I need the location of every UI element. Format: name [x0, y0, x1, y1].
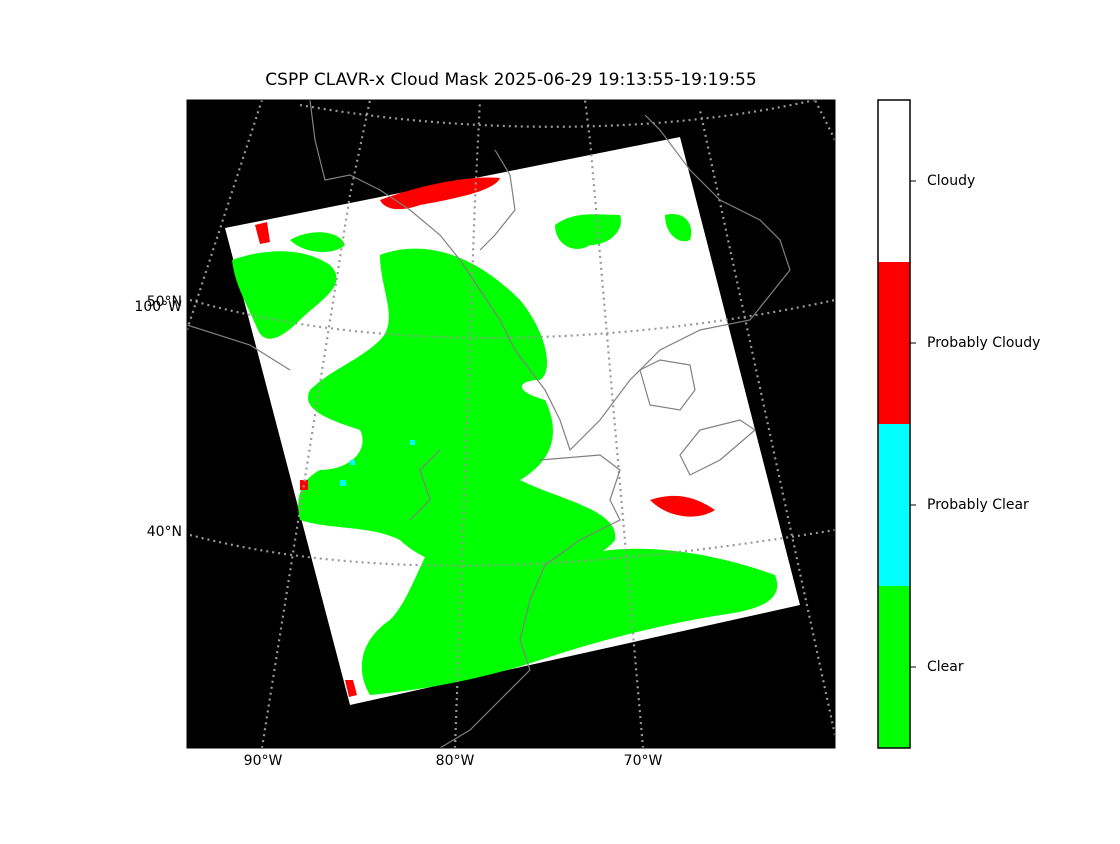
mask-area: [555, 214, 621, 249]
map-frame: [186, 99, 836, 749]
probably-clear-speckles: [340, 440, 415, 486]
colorbar-segment: [878, 586, 910, 748]
map: [187, 100, 835, 748]
colorbar-frame: [877, 99, 911, 749]
probably-cloudy-speckles: [255, 177, 715, 697]
mask-area: [298, 248, 616, 576]
lat-label: 40°N: [147, 524, 182, 540]
mask-area: [361, 530, 778, 695]
mask-area: [255, 222, 270, 244]
mask-area: [303, 479, 333, 523]
title: CSPP CLAVR-x Cloud Mask 2025-06-29 19:13…: [265, 70, 756, 90]
colorbar-label: Clear: [927, 659, 964, 675]
lon-label: 90°W: [244, 753, 283, 769]
lon-label: 70°W: [624, 753, 663, 769]
colorbar-label: Probably Clear: [927, 497, 1029, 513]
lon-label: 80°W: [436, 753, 475, 769]
clear-areas: [232, 214, 778, 695]
lat-label: 50°N: [147, 294, 182, 310]
colorbar-segment: [878, 262, 910, 424]
colorbar-label: Probably Cloudy: [927, 335, 1040, 351]
mask-area: [380, 177, 500, 210]
graticule: [187, 100, 835, 748]
colorbar-label: Cloudy: [927, 173, 975, 189]
mask-area: [290, 232, 345, 252]
mask-area: [665, 214, 692, 242]
mask-area: [232, 251, 337, 339]
colorbar-segment: [878, 100, 910, 262]
mask-area: [345, 680, 357, 697]
mask-area: [300, 480, 308, 490]
colorbar: Cloudy Probably Cloudy Probably Clear Clear: [877, 99, 1040, 749]
coastlines: [187, 100, 791, 748]
colorbar-segment: [878, 424, 910, 586]
mask-area: [650, 495, 715, 517]
lon-edge-label: 100°W: [134, 299, 182, 315]
